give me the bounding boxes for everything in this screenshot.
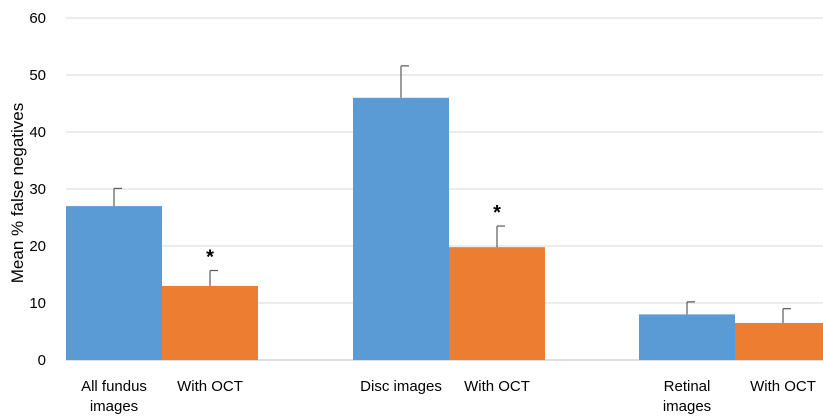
x-category-label: With OCT (750, 378, 816, 395)
y-tick-label: 50 (29, 67, 46, 84)
significance-marker: * (206, 247, 214, 269)
x-category-label: Disc images (360, 378, 442, 395)
bar-1-0 (353, 97, 449, 361)
bar-1-1 (449, 247, 545, 360)
y-tick-label: 20 (29, 238, 46, 255)
bars (66, 65, 823, 361)
bar-2-1 (735, 322, 823, 360)
bar-0-0 (66, 206, 162, 360)
x-category-label: With OCT (464, 378, 530, 395)
y-tick-label: 0 (38, 352, 46, 369)
x-category-label: With OCT (177, 378, 243, 395)
bar-2-0 (639, 314, 735, 360)
y-tick-label: 60 (29, 10, 46, 27)
x-category-label: All fundus images (81, 378, 147, 415)
significance-marker: * (493, 202, 501, 224)
y-tick-label: 30 (29, 181, 46, 198)
y-tick-label: 10 (29, 295, 46, 312)
x-category-label: Retinal images (663, 378, 711, 415)
y-tick-label: 40 (29, 124, 46, 141)
y-axis-title: Mean % false negatives (8, 103, 27, 284)
bar-0-1 (162, 285, 258, 360)
labels: 0 10 20 30 40 50 60 All fundus images * With OCT Di… (29, 10, 816, 415)
